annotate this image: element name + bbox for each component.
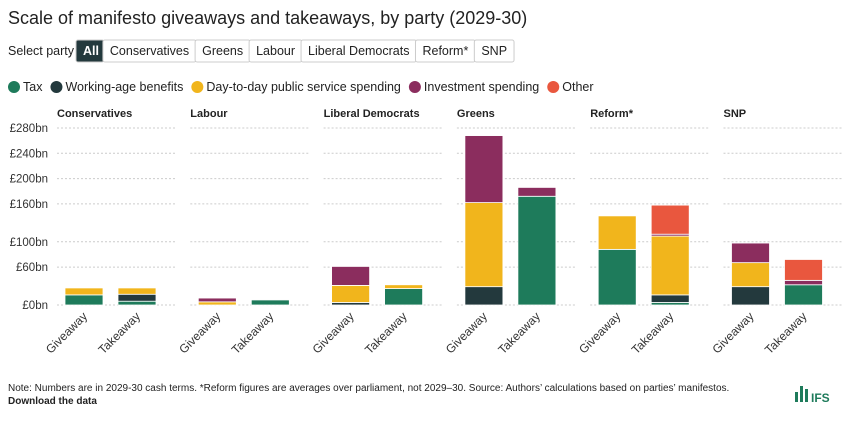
bar-segment xyxy=(64,287,104,296)
y-tick-label: £0bn xyxy=(22,300,48,312)
x-tick-label: Takeaway xyxy=(362,309,410,357)
legend-label: Other xyxy=(562,80,593,94)
legend-label: Investment spending xyxy=(424,80,539,94)
bar-segment xyxy=(117,293,157,302)
filter-button-label[interactable]: Labour xyxy=(256,44,295,58)
bar-segment xyxy=(117,287,157,295)
filter-button-label[interactable]: Liberal Democrats xyxy=(308,44,409,58)
x-tick-label: Giveaway xyxy=(176,309,223,356)
panel-title: Labour xyxy=(190,108,228,120)
filter-button-label[interactable]: Conservatives xyxy=(110,44,189,58)
logo: IFS xyxy=(795,386,830,405)
legend-label: Day-to-day public service spending xyxy=(206,80,401,94)
bar-segment xyxy=(197,297,237,303)
panel-title: Conservatives xyxy=(57,108,132,120)
x-tick-label: Giveaway xyxy=(576,309,623,356)
download-link[interactable]: Download the data xyxy=(8,396,97,407)
logo-text: IFS xyxy=(811,391,830,405)
panel-title: Reform* xyxy=(590,108,634,120)
bar-segment xyxy=(784,259,823,281)
x-tick-label: Takeaway xyxy=(495,309,543,357)
x-tick-label: Takeaway xyxy=(762,309,810,357)
bar-segment xyxy=(64,294,104,306)
x-tick-label: Giveaway xyxy=(310,309,357,356)
filter-button-label[interactable]: Greens xyxy=(202,44,243,58)
title: Scale of manifesto giveaways and takeawa… xyxy=(8,8,527,28)
bar-segment xyxy=(650,294,690,303)
y-tick-label: £60bn xyxy=(16,262,48,274)
filter-label: Select party xyxy=(8,44,75,58)
bar-segment xyxy=(250,299,290,306)
filter-button-label[interactable]: All xyxy=(83,44,99,58)
bar-segment xyxy=(784,279,823,286)
bar-segment xyxy=(517,195,557,306)
x-tick-label: Giveaway xyxy=(709,309,756,356)
bar-segment xyxy=(784,284,823,306)
panel-title: SNP xyxy=(724,108,747,120)
y-tick-label: £200bn xyxy=(10,174,48,186)
legend-swatch xyxy=(191,81,204,93)
x-tick-label: Takeaway xyxy=(629,309,677,357)
bar-segment xyxy=(731,262,770,288)
x-tick-label: Giveaway xyxy=(443,309,490,356)
bar-segment xyxy=(464,286,504,306)
bar-segment xyxy=(384,284,424,289)
bar-segment xyxy=(331,266,371,286)
bar-segment xyxy=(117,300,157,306)
bar-segment xyxy=(597,248,637,306)
bar-segment xyxy=(197,301,237,306)
bar-segment xyxy=(731,242,770,264)
legend-swatch xyxy=(547,81,560,93)
bar-segment xyxy=(464,135,504,203)
x-tick-label: Takeaway xyxy=(229,309,277,357)
bar-segment xyxy=(384,288,424,306)
bar-segment xyxy=(597,215,637,250)
note: Note: Numbers are in 2029-30 cash terms.… xyxy=(8,383,729,394)
legend-label: Tax xyxy=(23,80,43,94)
bar-segment xyxy=(517,187,557,197)
bar-segment xyxy=(464,202,504,288)
y-tick-label: £160bn xyxy=(10,199,48,211)
filter-button[interactable] xyxy=(473,39,515,63)
bar-segment xyxy=(650,235,690,296)
y-tick-label: £100bn xyxy=(10,237,48,249)
filter-button-label[interactable]: SNP xyxy=(481,44,507,58)
panel-title: Liberal Democrats xyxy=(324,108,420,120)
bar-segment xyxy=(731,286,770,306)
y-tick-label: £240bn xyxy=(10,148,48,160)
x-tick-label: Giveaway xyxy=(43,309,90,356)
panel-title: Greens xyxy=(457,108,495,120)
legend-swatch xyxy=(408,81,421,93)
legend-label: Working-age benefits xyxy=(65,80,183,94)
legend-swatch xyxy=(50,81,63,93)
x-tick-label: Takeaway xyxy=(95,309,143,357)
filter-button-label[interactable]: Reform* xyxy=(422,44,468,58)
legend-swatch xyxy=(8,81,20,93)
y-tick-label: £280bn xyxy=(10,123,48,135)
bar-segment xyxy=(650,204,690,235)
bar-segment xyxy=(331,285,371,303)
